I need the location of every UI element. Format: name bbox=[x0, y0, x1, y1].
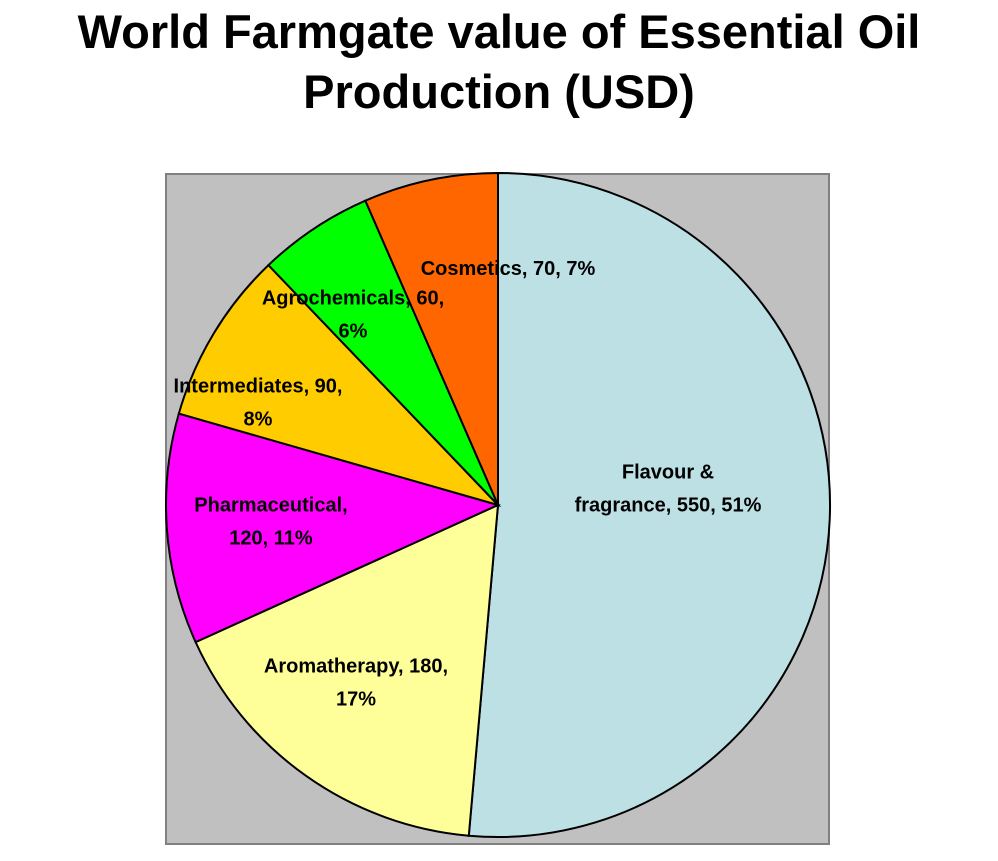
pie-slices bbox=[165, 171, 831, 838]
data-label-cosmetics: Cosmetics, 70, 7% bbox=[421, 258, 596, 280]
pie-labels: Flavour & fragrance, 550, 51% Aromatherapy… bbox=[174, 258, 762, 711]
pie-slice-aromatherapy bbox=[194, 503, 500, 837]
data-label-line: Intermediates, 90, bbox=[174, 376, 343, 398]
chart-title: World Farmgate value of Essential Oil Pr… bbox=[0, 2, 998, 122]
data-label-agrochemicals: Agrochemicals, 60, 6% bbox=[262, 288, 444, 343]
data-label-flavour-fragrance: Flavour & fragrance, 550, 51% bbox=[575, 462, 762, 517]
data-label-line: 120, 11% bbox=[229, 528, 313, 550]
pie-slice-cosmetics bbox=[364, 171, 499, 506]
data-label-line: Flavour & bbox=[622, 462, 714, 484]
data-label-pharmaceutical: Pharmaceutical, 120, 11% bbox=[194, 495, 347, 550]
data-label-line: 17% bbox=[336, 689, 376, 711]
data-label-line: Aromatherapy, 180, bbox=[264, 656, 448, 678]
pie-slice-flavour-fragrance bbox=[467, 171, 831, 838]
pie-slice-intermediates bbox=[177, 263, 502, 507]
chart-title-line-1: World Farmgate value of Essential Oil bbox=[77, 5, 921, 58]
data-label-line: Cosmetics, 70, 7% bbox=[421, 258, 596, 280]
data-label-line: Agrochemicals, 60, bbox=[262, 288, 444, 310]
data-label-aromatherapy: Aromatherapy, 180, 17% bbox=[264, 656, 448, 711]
data-label-line: fragrance, 550, 51% bbox=[575, 495, 762, 517]
data-label-intermediates: Intermediates, 90, 8% bbox=[174, 376, 343, 431]
data-label-line: 6% bbox=[339, 321, 368, 343]
chart-title-line-2: Production (USD) bbox=[303, 65, 695, 118]
pie-slice-pharmaceutical bbox=[165, 412, 501, 644]
data-label-line: Pharmaceutical, bbox=[194, 495, 347, 517]
data-label-line: 8% bbox=[244, 409, 273, 431]
